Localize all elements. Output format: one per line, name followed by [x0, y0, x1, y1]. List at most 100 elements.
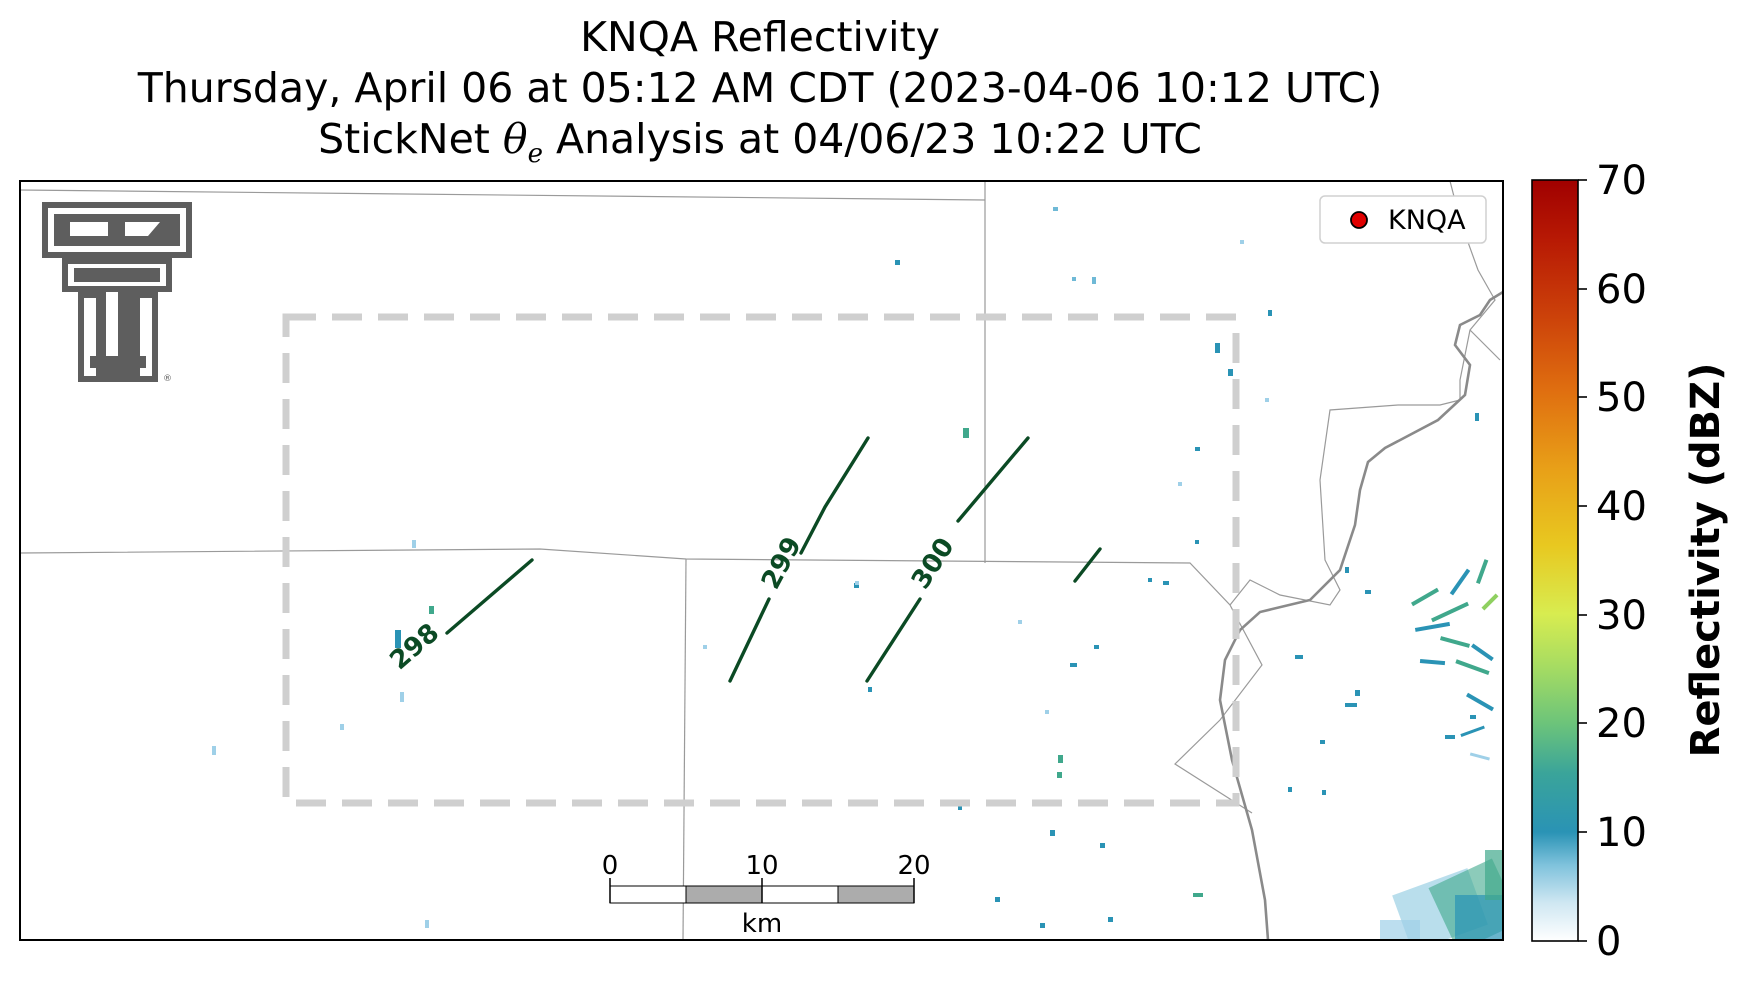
contour-299-line-a: [728, 597, 771, 683]
colorbar-ticks: [1578, 179, 1587, 942]
colorbar-tick-0: 0: [1596, 919, 1621, 965]
echo: [1163, 581, 1169, 585]
echo: [1193, 893, 1203, 897]
colorbar: 0 10 20 30 40 50 60 70 Reflectivity (dBZ…: [1531, 158, 1729, 965]
echo: [1053, 207, 1058, 211]
border-north: [20, 189, 986, 201]
echo: [1040, 923, 1045, 928]
echo: [1100, 843, 1105, 848]
map-panel: 298 299 300 ® KNQA: [20, 181, 1503, 940]
echo: [1058, 755, 1063, 763]
colorbar-tick-50: 50: [1596, 375, 1647, 421]
echo: [1195, 447, 1200, 451]
title-datetime: Thursday, April 06 at 05:12 AM CDT (2023…: [137, 64, 1383, 112]
echo: [429, 606, 434, 614]
colorbar-gradient-bar: [1531, 179, 1579, 942]
map-frame: [19, 180, 1504, 941]
echo: [895, 260, 900, 265]
echo: [1070, 663, 1077, 667]
echo: [703, 645, 707, 649]
logo-registered-mark: ®: [163, 374, 172, 384]
border-east-b: [1469, 329, 1501, 361]
echo: [1215, 343, 1220, 353]
theta-subscript: e: [527, 139, 543, 170]
echo: [1445, 735, 1455, 739]
echo: [855, 581, 859, 585]
theta-e-symbol: θe: [502, 115, 543, 169]
echo: [958, 804, 962, 810]
echo: [1320, 740, 1325, 744]
echo: [1045, 710, 1049, 714]
echo: [1345, 567, 1349, 573]
theta-e-contours: [445, 436, 1102, 683]
figure-title: KNQA Reflectivity Thursday, April 06 at …: [0, 12, 1520, 180]
contour-299-line-b: [799, 436, 870, 555]
echo: [1057, 772, 1062, 778]
echo: [395, 630, 401, 648]
echo: [1355, 690, 1360, 696]
river: [1218, 290, 1503, 940]
echo: [425, 920, 429, 928]
reflectivity-returns: [212, 207, 1479, 928]
echo: [1092, 277, 1096, 284]
scale-seg-4: [837, 885, 915, 904]
echo: [1365, 590, 1371, 594]
border-east-a: [1229, 181, 1496, 606]
county-borders: [20, 181, 1501, 940]
echo: [1345, 703, 1357, 707]
echo: [995, 897, 1000, 902]
echo: [1470, 715, 1476, 719]
echo: [1108, 917, 1113, 922]
contour-300-line-b: [956, 436, 1030, 523]
texas-tech-double-t-logo: ®: [42, 202, 192, 384]
echo: [340, 724, 344, 730]
echo: [1148, 578, 1152, 582]
echo: [1178, 482, 1182, 486]
border-county-south: [682, 558, 687, 940]
knqa-marker-icon: [1350, 211, 1368, 229]
colorbar-tick-60: 60: [1596, 267, 1647, 313]
echo: [212, 746, 216, 755]
title-analysis-suffix: Analysis at 04/06/23 10:22 UTC: [542, 115, 1202, 163]
scale-tick-20: 20: [897, 851, 930, 881]
echo: [854, 583, 859, 588]
contour-extra-segment: [1073, 547, 1102, 583]
echo: [1195, 540, 1199, 544]
echo: [1322, 790, 1326, 795]
theta-symbol: θ: [502, 115, 528, 163]
scale-tick-10: 10: [745, 851, 778, 881]
echo: [1265, 398, 1269, 402]
echo: [1475, 413, 1479, 421]
echo: [1288, 787, 1292, 792]
colorbar-tick-70: 70: [1596, 158, 1647, 204]
echo: [1094, 645, 1099, 649]
echo: [400, 692, 404, 702]
contour-300-line-a: [865, 597, 922, 683]
title-analysis: StickNet θe Analysis at 04/06/23 10:22 U…: [0, 114, 1520, 180]
title-analysis-prefix: StickNet: [318, 115, 503, 163]
scale-seg-1: [609, 885, 687, 904]
echo: [1018, 620, 1022, 624]
colorbar-tick-20: 20: [1596, 701, 1647, 747]
scale-seg-2: [685, 885, 763, 904]
scale-seg-3: [761, 885, 839, 904]
echo: [1268, 310, 1272, 316]
contour-298-line: [445, 558, 534, 635]
echo: [1072, 277, 1076, 281]
analysis-domain-box: [282, 313, 1240, 807]
echo: [868, 687, 872, 692]
echo: [963, 428, 969, 438]
colorbar-tick-40: 40: [1596, 484, 1647, 530]
legend: KNQA: [1319, 195, 1487, 244]
colorbar-tick-30: 30: [1596, 593, 1647, 639]
echo-cluster-east: [1380, 559, 1503, 940]
echo: [412, 540, 416, 548]
legend-box: [1319, 195, 1487, 244]
colorbar-title: Reflectivity (dBZ): [1683, 363, 1729, 758]
title-radar-name: KNQA Reflectivity: [580, 13, 940, 61]
colorbar-tick-10: 10: [1596, 810, 1647, 856]
echo: [1295, 655, 1303, 659]
echo: [1240, 240, 1244, 244]
scale-unit: km: [742, 909, 782, 939]
